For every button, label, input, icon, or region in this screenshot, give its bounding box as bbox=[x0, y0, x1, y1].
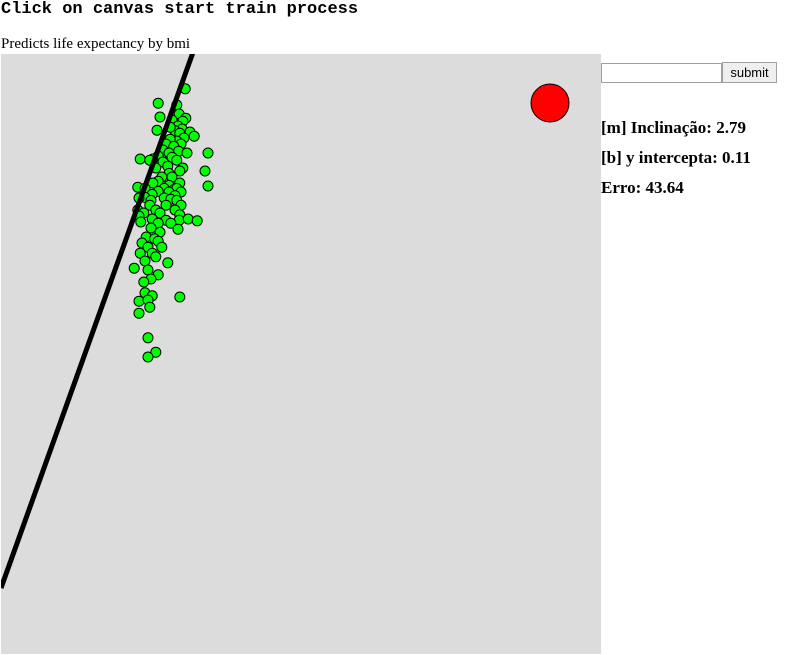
training-status-indicator bbox=[530, 83, 570, 123]
data-point bbox=[142, 351, 154, 363]
data-point bbox=[154, 111, 166, 123]
data-point bbox=[182, 213, 194, 225]
value-input[interactable] bbox=[601, 62, 722, 83]
error-readout: Erro: 43.64 bbox=[601, 178, 684, 197]
data-point bbox=[171, 154, 183, 166]
intercept-readout: [b] y intercepta: 0.11 bbox=[601, 148, 751, 167]
data-point bbox=[151, 124, 163, 136]
data-point bbox=[150, 346, 162, 358]
data-point bbox=[150, 251, 162, 263]
data-point bbox=[202, 147, 214, 159]
data-points bbox=[128, 83, 214, 363]
data-point bbox=[128, 262, 140, 274]
training-canvas[interactable] bbox=[1, 54, 601, 654]
submit-button[interactable]: submit bbox=[722, 62, 777, 83]
data-point bbox=[172, 223, 184, 235]
control-panel: submit [m] Inclinação: 2.79 [b] y interc… bbox=[601, 62, 785, 197]
canvas-background bbox=[1, 54, 601, 654]
data-point bbox=[142, 332, 154, 344]
data-point bbox=[174, 165, 186, 177]
regression-line bbox=[1, 54, 196, 589]
data-point bbox=[181, 147, 193, 159]
data-point bbox=[134, 247, 146, 259]
page-subtitle: Predicts life expectancy by bmi bbox=[1, 36, 191, 52]
data-point bbox=[154, 207, 166, 219]
data-point bbox=[202, 180, 214, 192]
data-point bbox=[134, 153, 146, 165]
scatter-plot[interactable] bbox=[1, 54, 601, 654]
data-point bbox=[135, 216, 147, 228]
data-point bbox=[165, 217, 177, 229]
page-heading: Click on canvas start train process bbox=[1, 0, 359, 19]
data-point bbox=[199, 165, 211, 177]
input-row: submit bbox=[601, 62, 785, 83]
data-point bbox=[152, 97, 164, 109]
data-point bbox=[191, 215, 203, 227]
data-point bbox=[156, 241, 168, 253]
data-point bbox=[133, 295, 145, 307]
data-point bbox=[145, 222, 157, 234]
data-point bbox=[188, 130, 200, 142]
data-point bbox=[174, 291, 186, 303]
data-point bbox=[160, 199, 172, 211]
data-point bbox=[139, 255, 151, 267]
data-point bbox=[162, 257, 174, 269]
data-point bbox=[142, 264, 154, 276]
data-point bbox=[138, 276, 150, 288]
data-point bbox=[144, 301, 156, 313]
slope-readout: [m] Inclinação: 2.79 bbox=[601, 118, 746, 137]
data-point bbox=[133, 307, 145, 319]
